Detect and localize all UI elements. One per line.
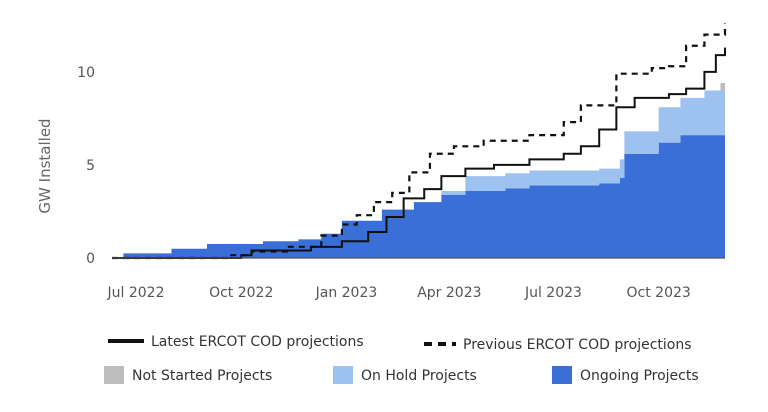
legend-swatch-ongoing bbox=[552, 366, 572, 384]
x-tick-label: Oct 2022 bbox=[209, 285, 273, 301]
y-axis-title: GW Installed bbox=[36, 118, 54, 213]
x-tick-label: Jul 2023 bbox=[524, 285, 582, 301]
y-tick-label: 0 bbox=[86, 251, 95, 267]
legend-label-on-hold: On Hold Projects bbox=[361, 368, 477, 384]
legend-label-not-started: Not Started Projects bbox=[132, 368, 272, 384]
x-tick-label: Apr 2023 bbox=[417, 285, 481, 301]
projection-lines-layer bbox=[112, 23, 727, 260]
stacked-area-layer bbox=[112, 75, 725, 258]
y-tick-label: 10 bbox=[77, 65, 95, 81]
y-ticks: 0 5 10 bbox=[77, 65, 95, 267]
legend-label-latest: Latest ERCOT COD projections bbox=[151, 334, 364, 350]
legend: Latest ERCOT COD projections Previous ER… bbox=[104, 334, 699, 384]
legend-swatch-on-hold bbox=[333, 366, 353, 384]
legend-label-previous: Previous ERCOT COD projections bbox=[463, 337, 692, 353]
y-tick-label: 5 bbox=[86, 158, 95, 174]
x-tick-label: Oct 2023 bbox=[627, 285, 691, 301]
line-previous-ercot-cod-projections bbox=[112, 23, 727, 260]
legend-swatch-not-started bbox=[104, 366, 124, 384]
x-tick-label: Jul 2022 bbox=[107, 285, 165, 301]
area-ongoing-projects bbox=[112, 135, 725, 258]
x-ticks: Jul 2022 Oct 2022 Jan 2023 Apr 2023 Jul 2023… bbox=[107, 285, 691, 301]
legend-label-ongoing: Ongoing Projects bbox=[580, 368, 699, 384]
area-on-hold-projects bbox=[112, 83, 725, 258]
x-tick-label: Jan 2023 bbox=[315, 285, 378, 301]
line-latest-ercot-cod-projections bbox=[112, 47, 726, 259]
